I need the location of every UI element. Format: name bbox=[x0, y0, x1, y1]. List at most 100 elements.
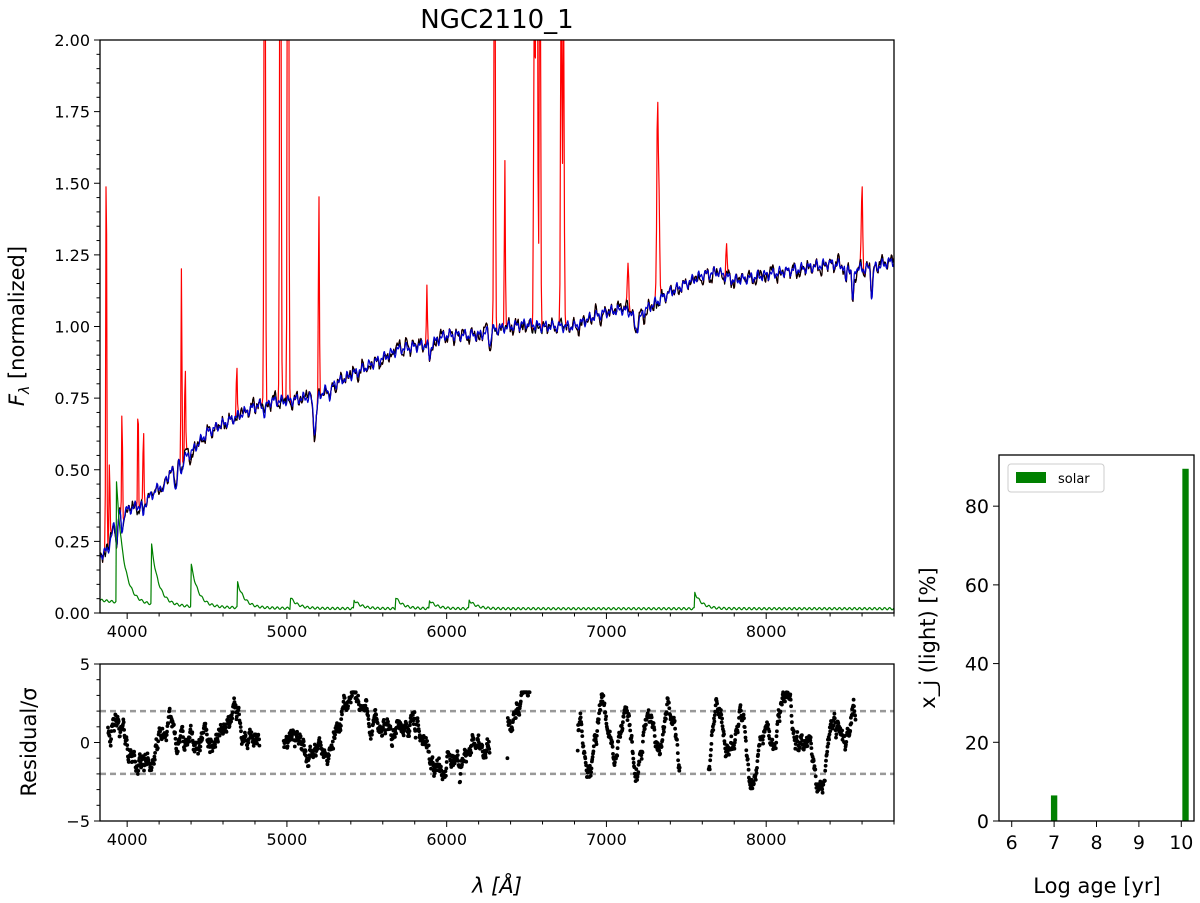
residual-point bbox=[128, 748, 133, 752]
residual-point bbox=[594, 742, 599, 747]
spectrum-y-label-units: [normalized] bbox=[5, 246, 29, 386]
residual-point bbox=[834, 732, 839, 737]
residual-point bbox=[249, 730, 254, 735]
histogram-legend: solar bbox=[1007, 463, 1105, 493]
residual-point bbox=[753, 777, 758, 782]
residual-point bbox=[456, 759, 461, 763]
residual-point bbox=[662, 725, 667, 730]
residual-point bbox=[797, 745, 802, 750]
residual-point bbox=[618, 735, 623, 739]
residual-point bbox=[789, 713, 794, 718]
residual-point bbox=[789, 704, 793, 709]
residual-point bbox=[238, 725, 243, 729]
legend-swatch bbox=[1016, 472, 1046, 483]
residual-point bbox=[166, 721, 171, 726]
residual-point bbox=[590, 755, 595, 759]
residual-point bbox=[124, 735, 129, 739]
residual-point bbox=[394, 731, 398, 736]
spectrum-y-tick-label: 0.00 bbox=[54, 604, 90, 623]
spectrum-x-tick-label: 5000 bbox=[267, 622, 308, 641]
residual-point bbox=[383, 731, 388, 736]
residual-point bbox=[429, 766, 433, 771]
residual-point bbox=[340, 712, 344, 717]
residual-point bbox=[613, 760, 617, 765]
residual-point bbox=[198, 744, 203, 749]
residual-point bbox=[124, 738, 129, 742]
residual-point bbox=[677, 765, 682, 770]
residual-point bbox=[460, 762, 464, 767]
residual-point bbox=[350, 693, 354, 698]
histogram-x-label: Log age [yr] bbox=[1033, 874, 1160, 898]
residual-point bbox=[427, 750, 431, 754]
residual-point bbox=[644, 722, 648, 727]
histogram-bars-group bbox=[1050, 468, 1189, 821]
residual-point bbox=[455, 749, 460, 754]
residual-point bbox=[424, 736, 428, 740]
residual-point bbox=[182, 748, 187, 752]
residual-point bbox=[832, 716, 837, 721]
residual-point bbox=[676, 758, 680, 763]
spectrum-x-tick-label: 6000 bbox=[426, 622, 467, 641]
residual-point bbox=[736, 722, 741, 727]
residual-point bbox=[165, 729, 169, 734]
residual-point bbox=[608, 729, 612, 734]
spectrum-x-tick-label: 4000 bbox=[107, 622, 148, 641]
residual-point bbox=[164, 738, 169, 743]
residual-point bbox=[805, 744, 810, 748]
residual-point bbox=[364, 698, 369, 703]
residual-point bbox=[823, 778, 827, 783]
residual-point bbox=[307, 756, 311, 761]
residual-point bbox=[752, 781, 756, 786]
spectrum-y-tick-label: 0.25 bbox=[54, 532, 90, 551]
residual-point bbox=[200, 736, 205, 741]
residual-point bbox=[152, 762, 156, 766]
residual-point bbox=[853, 717, 858, 722]
residual-point bbox=[743, 735, 748, 740]
residual-point bbox=[142, 768, 146, 773]
residual-point bbox=[108, 743, 113, 748]
residual-point bbox=[238, 721, 243, 726]
spectrum-y-tick-label: 1.25 bbox=[54, 246, 90, 265]
residual-point bbox=[243, 733, 248, 738]
residual-point bbox=[107, 733, 112, 738]
residual-point bbox=[766, 722, 770, 727]
residual-point bbox=[175, 749, 180, 754]
spectrum-y-tick-label: 2.00 bbox=[54, 31, 90, 50]
residual-point bbox=[198, 748, 202, 753]
residual-point bbox=[621, 714, 626, 719]
residual-point bbox=[368, 737, 373, 741]
residual-point bbox=[741, 712, 746, 717]
residual-point bbox=[237, 712, 242, 717]
residual-point bbox=[603, 710, 608, 715]
residual-point bbox=[840, 728, 844, 733]
residual-point bbox=[583, 756, 588, 761]
residual-point bbox=[160, 726, 165, 731]
spectrum-y-ticks: 0.00 0.25 0.50 0.75 1.00 1.25 1.50 1.75 2.00 bbox=[54, 31, 100, 623]
residual-point bbox=[356, 693, 360, 698]
residual-point bbox=[812, 764, 817, 769]
residual-point bbox=[339, 717, 344, 721]
residual-point bbox=[295, 729, 299, 734]
residual-point bbox=[256, 732, 261, 737]
spectrum-y-tick-label: 0.75 bbox=[54, 389, 90, 408]
residual-point bbox=[518, 699, 523, 704]
residual-x-tick-label: 4000 bbox=[107, 830, 148, 849]
residual-point bbox=[190, 730, 195, 735]
residual-point bbox=[719, 712, 724, 717]
residual-point bbox=[404, 721, 409, 726]
residual-point bbox=[575, 748, 580, 753]
residual-point bbox=[711, 728, 716, 732]
residual-point bbox=[739, 708, 743, 713]
residual-point bbox=[712, 719, 717, 724]
residual-x-tick-label: 5000 bbox=[267, 830, 308, 849]
residual-point bbox=[744, 738, 748, 743]
residual-point bbox=[652, 727, 657, 732]
residual-point bbox=[811, 758, 816, 763]
histogram-y-tick-label: 80 bbox=[965, 496, 989, 518]
residual-point bbox=[729, 734, 734, 739]
residual-point bbox=[760, 737, 765, 742]
residual-point bbox=[455, 753, 460, 757]
residual-point bbox=[118, 734, 122, 739]
residual-point bbox=[578, 715, 583, 720]
residual-point bbox=[444, 773, 448, 778]
